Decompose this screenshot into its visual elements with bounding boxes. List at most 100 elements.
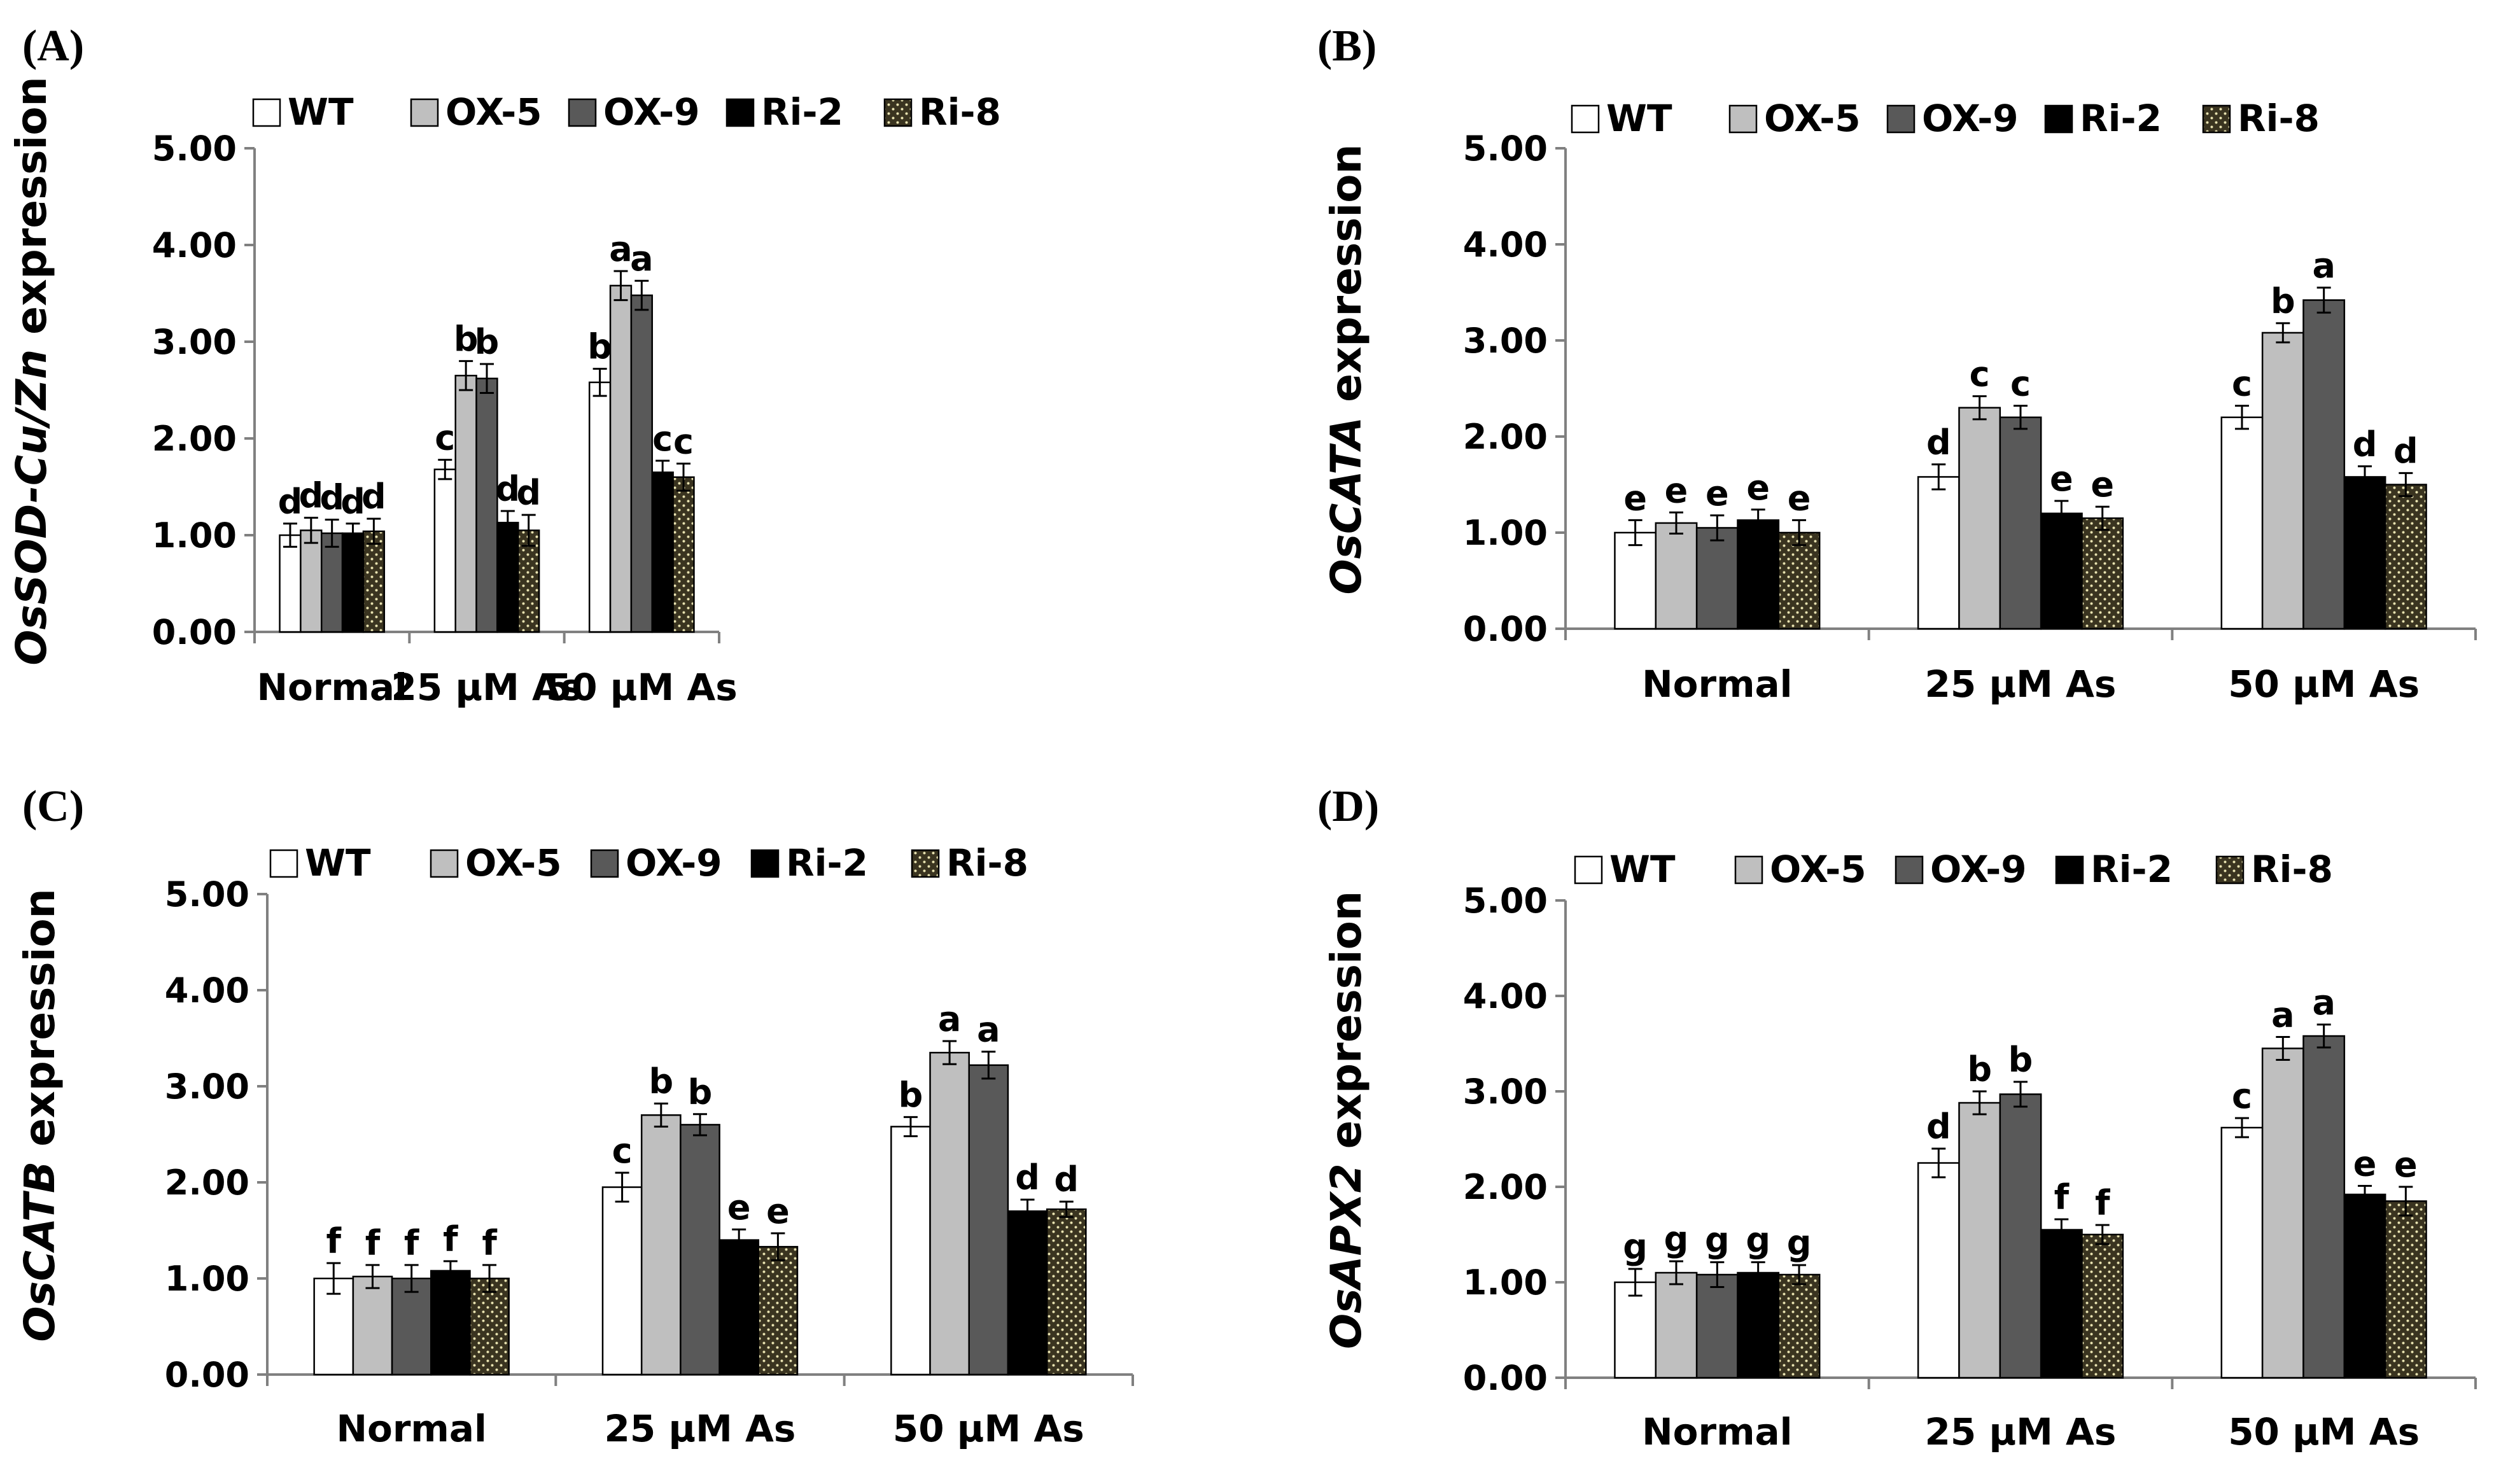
significance-letter: f bbox=[404, 1223, 419, 1263]
y-tick-label: 4.00 bbox=[1463, 225, 1548, 265]
legend-swatch-wt bbox=[252, 98, 281, 127]
significance-letter: g bbox=[1746, 1221, 1770, 1261]
legend-label: Ri-8 bbox=[946, 841, 1028, 885]
bar-ri-8 bbox=[469, 1277, 510, 1376]
bar-ox-5 bbox=[352, 1275, 393, 1376]
bar-wt bbox=[433, 468, 456, 633]
bar-ox-9 bbox=[320, 532, 344, 633]
panel-label: (B) bbox=[1317, 22, 1377, 71]
bar-wt bbox=[890, 1126, 931, 1376]
legend-swatch-ox-5 bbox=[430, 849, 459, 878]
bar-wt bbox=[1917, 476, 1960, 630]
legend-label: OX-9 bbox=[1930, 848, 2027, 891]
legend-swatch-ri-2 bbox=[2055, 855, 2084, 885]
legend-label: Ri-2 bbox=[761, 90, 843, 134]
bar-ox-5 bbox=[1958, 407, 2001, 630]
significance-letter: d bbox=[1015, 1158, 1040, 1198]
significance-letter: d bbox=[278, 482, 303, 522]
bar-ox-5 bbox=[1958, 1102, 2001, 1379]
legend-label: WT bbox=[1606, 97, 1672, 140]
significance-letter: b bbox=[688, 1072, 713, 1112]
bar-ri-8 bbox=[362, 530, 386, 633]
bar-ox-9 bbox=[2302, 299, 2346, 630]
legend-label: OX-5 bbox=[445, 90, 542, 134]
y-axis-title-gene: OsSOD-Cu/Zn bbox=[7, 349, 56, 666]
legend-swatch-ri-8 bbox=[2202, 104, 2231, 134]
significance-letter: c bbox=[2232, 1076, 2252, 1116]
bar-ox-9 bbox=[1695, 527, 1739, 630]
y-axis-title-gene: OsCATA bbox=[1322, 417, 1371, 595]
y-tick-label: 4.00 bbox=[152, 225, 237, 265]
significance-letter: f bbox=[482, 1223, 497, 1263]
y-tick-label: 3.00 bbox=[152, 322, 237, 362]
bar-wt bbox=[279, 534, 302, 633]
y-axis-title: OsCATA expression bbox=[1322, 144, 1371, 595]
significance-letter: e bbox=[2353, 1144, 2377, 1184]
bar-ri-2 bbox=[1737, 519, 1780, 630]
x-category-label: 25 μM As bbox=[391, 666, 583, 709]
bar-ox-5 bbox=[2261, 332, 2304, 630]
y-tick-label: 0.00 bbox=[165, 1355, 249, 1395]
significance-letter: f bbox=[365, 1223, 381, 1263]
chart-panel-1: (B) 0.00 1.00 2.00 3.00 4.00 5.00 OsCATA expres… bbox=[1317, 22, 2477, 706]
bar-ri-2 bbox=[2040, 512, 2083, 630]
y-tick-label: 5.00 bbox=[165, 874, 249, 914]
significance-letter: b bbox=[899, 1075, 923, 1115]
significance-letter: e bbox=[2091, 465, 2114, 505]
legend-swatch-ri-2 bbox=[2044, 104, 2073, 134]
y-axis-title: OsCATB expression bbox=[15, 888, 64, 1341]
significance-letter: d bbox=[516, 473, 541, 513]
legend-label: WT bbox=[1609, 848, 1676, 891]
bar-ox-9 bbox=[2302, 1035, 2346, 1379]
legend-swatch-ri-2 bbox=[725, 98, 755, 127]
bar-ox-5 bbox=[1655, 1271, 1698, 1379]
bar-wt bbox=[1614, 1281, 1657, 1379]
y-tick-label: 2.00 bbox=[1463, 417, 1548, 457]
x-category-label: 25 μM As bbox=[1925, 1410, 2117, 1453]
y-tick-label: 4.00 bbox=[165, 970, 249, 1011]
legend-swatch-wt bbox=[269, 849, 298, 878]
bar-ri-8 bbox=[1777, 531, 1821, 630]
y-axis-title: OsSOD-Cu/Zn expression bbox=[7, 76, 56, 665]
bar-ri-8 bbox=[757, 1245, 799, 1376]
x-category-label: Normal bbox=[1642, 662, 1792, 706]
significance-letter: e bbox=[1706, 473, 1729, 514]
significance-letter: f bbox=[2095, 1183, 2110, 1223]
y-tick-label: 1.00 bbox=[165, 1259, 249, 1299]
significance-letter: e bbox=[1665, 470, 1688, 510]
significance-letter: b bbox=[2271, 281, 2295, 321]
bar-ri-8 bbox=[672, 476, 695, 633]
significance-letter: d bbox=[340, 482, 365, 522]
bar-wt bbox=[588, 381, 612, 633]
significance-letter: b bbox=[648, 1061, 673, 1102]
y-tick-label: 3.00 bbox=[1463, 1072, 1548, 1112]
y-tick-label: 0.00 bbox=[152, 612, 237, 652]
panel-label: (C) bbox=[22, 782, 84, 831]
y-tick-label: 5.00 bbox=[152, 129, 237, 169]
legend-swatch-ox-9 bbox=[1895, 855, 1924, 885]
significance-letter: a bbox=[630, 239, 653, 279]
significance-letter: g bbox=[1705, 1221, 1730, 1261]
y-tick-label: 4.00 bbox=[1463, 976, 1548, 1016]
bar-ri-8 bbox=[2384, 1200, 2427, 1379]
significance-letter: d bbox=[2393, 431, 2418, 471]
chart-panel-3: (D) 0.00 1.00 2.00 3.00 4.00 5.00 OsAPX2 expres… bbox=[1317, 782, 2477, 1453]
legend-label: Ri-2 bbox=[786, 841, 868, 885]
y-tick-label: 5.00 bbox=[1463, 881, 1548, 921]
bar-ri-2 bbox=[2040, 1229, 2083, 1379]
x-category-label: 50 μM As bbox=[546, 666, 738, 709]
y-axis-title-suffix: expression bbox=[15, 888, 64, 1161]
legend-swatch-wt bbox=[1571, 104, 1600, 134]
legend-swatch-ox-5 bbox=[1728, 104, 1758, 134]
significance-letter: c bbox=[2010, 364, 2031, 404]
significance-letter: d bbox=[319, 478, 344, 518]
y-axis-title-suffix: expression bbox=[1322, 891, 1371, 1163]
y-axis-title-gene: OsCATB bbox=[15, 1161, 64, 1342]
significance-letter: e bbox=[1623, 478, 1647, 518]
significance-letter: d bbox=[496, 469, 521, 509]
bar-ri-2 bbox=[1737, 1271, 1780, 1379]
y-axis-title-suffix: expression bbox=[1322, 144, 1371, 417]
significance-letter: d bbox=[1926, 1107, 1951, 1147]
significance-letter: a bbox=[2312, 246, 2335, 286]
legend-label: OX-9 bbox=[626, 841, 722, 885]
